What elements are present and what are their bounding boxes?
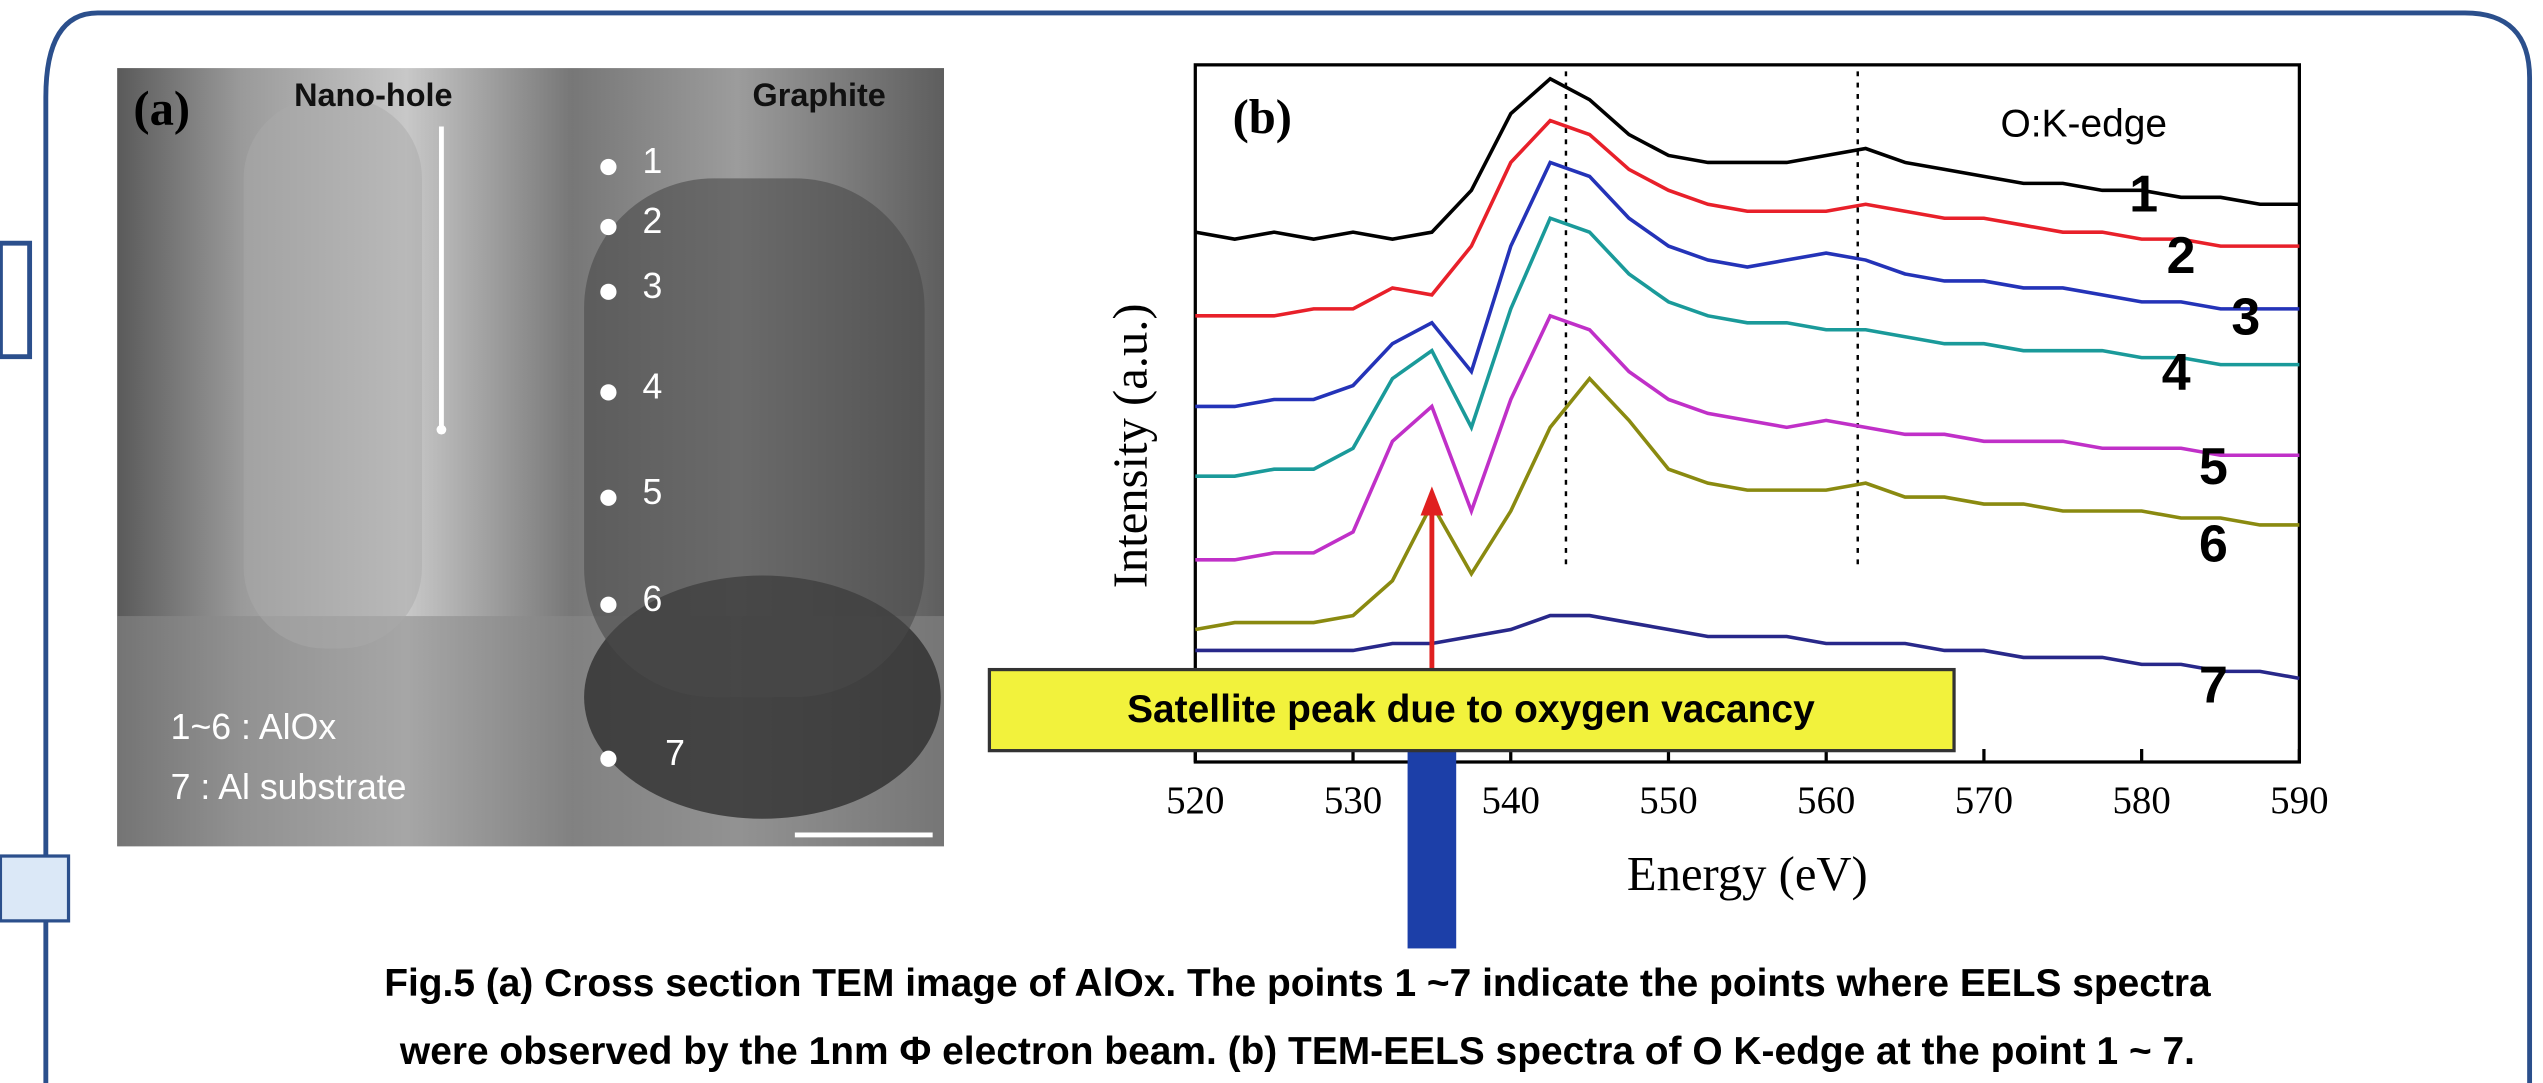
point-marker bbox=[600, 218, 617, 236]
plot-frame bbox=[1193, 63, 2301, 764]
series-label: 5 bbox=[2199, 437, 2228, 495]
series-label: 6 bbox=[2199, 515, 2228, 573]
spectrum-line bbox=[1194, 375, 2300, 632]
point-marker bbox=[600, 489, 617, 506]
x-axis-label: Energy (eV) bbox=[1627, 847, 1868, 901]
callout-box bbox=[987, 667, 1956, 753]
callout-arrowhead bbox=[1420, 486, 1444, 516]
x-tick-label: 530 bbox=[1324, 779, 1382, 822]
tem-image bbox=[117, 68, 945, 847]
point-label: 6 bbox=[642, 579, 662, 619]
point-marker bbox=[600, 596, 617, 613]
point-label: 7 bbox=[665, 733, 685, 773]
series-label: 3 bbox=[2231, 288, 2260, 346]
point-marker bbox=[600, 384, 617, 401]
point-marker bbox=[600, 158, 617, 176]
point-label: 2 bbox=[642, 201, 662, 241]
series-label: 2 bbox=[2167, 226, 2196, 284]
spectrum-line bbox=[1194, 76, 2300, 241]
point-marker bbox=[600, 283, 617, 300]
spectrum-line bbox=[1195, 118, 2300, 318]
point-label: 3 bbox=[642, 266, 662, 306]
image-label: Graphite bbox=[753, 77, 886, 113]
image-label: Nano-hole bbox=[294, 77, 452, 113]
spectrum-line bbox=[1195, 313, 2300, 562]
x-tick-label: 540 bbox=[1482, 779, 1540, 822]
point-label: 1 bbox=[642, 141, 662, 181]
x-tick-label: 550 bbox=[1639, 779, 1697, 822]
side-box bbox=[0, 854, 71, 923]
spectrum-line bbox=[1195, 613, 2300, 681]
series-label: 1 bbox=[2129, 164, 2158, 222]
point-label: 5 bbox=[642, 472, 662, 512]
spectrum-line bbox=[1195, 215, 2300, 478]
image-note: 7 : Al substrate bbox=[171, 767, 407, 807]
point-label: 4 bbox=[642, 367, 662, 407]
annotation: O:K-edge bbox=[2000, 103, 2167, 146]
spectrum-line bbox=[1195, 160, 2300, 409]
image-note: 1~6 : AlOx bbox=[171, 707, 337, 747]
series-label: 4 bbox=[2162, 343, 2191, 401]
y-axis-label: Intensity (a.u.) bbox=[1103, 303, 1157, 588]
callout-stem bbox=[1407, 745, 1457, 949]
caption: Fig.5 (a) Cross section TEM image of AlO… bbox=[384, 962, 2211, 1005]
x-tick-label: 590 bbox=[2270, 779, 2328, 822]
point-marker bbox=[600, 750, 617, 767]
x-tick-label: 520 bbox=[1166, 779, 1224, 822]
frame bbox=[43, 10, 2533, 1083]
x-tick-label: 580 bbox=[2112, 779, 2170, 822]
side-box bbox=[0, 240, 33, 360]
panel-label: (b) bbox=[1233, 90, 1292, 144]
series-label: 7 bbox=[2199, 656, 2228, 714]
panel-label: (a) bbox=[133, 82, 190, 136]
x-tick-label: 570 bbox=[1955, 779, 2013, 822]
caption: were observed by the 1nm Φ electron beam… bbox=[399, 1030, 2195, 1073]
x-tick-label: 560 bbox=[1797, 779, 1855, 822]
callout-text: Satellite peak due to oxygen vacancy bbox=[1127, 688, 1815, 731]
